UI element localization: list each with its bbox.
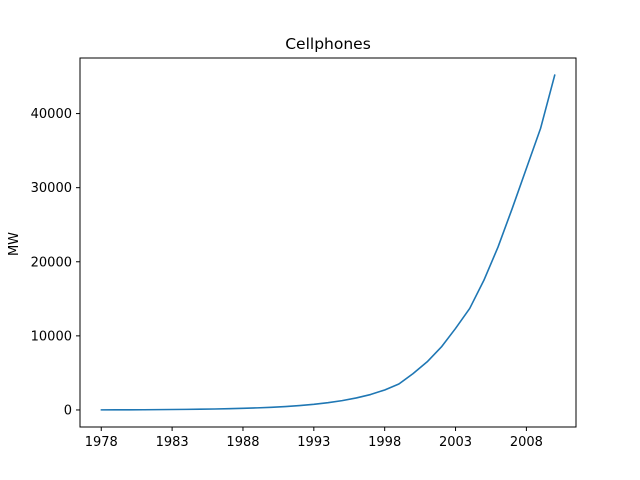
y-tick-label: 0 — [64, 403, 72, 418]
x-tick-label: 1978 — [85, 435, 118, 450]
y-axis-ticks: 0 10000 20000 30000 40000 — [31, 107, 80, 418]
x-tick-label: 1993 — [297, 435, 330, 450]
x-axis-ticks: 1978 1983 1988 1993 1998 2003 2008 — [85, 427, 543, 450]
x-tick-label: 2003 — [439, 435, 472, 450]
y-tick-label: 40000 — [31, 107, 72, 122]
x-tick-label: 2008 — [510, 435, 543, 450]
series-line-cellphones — [100, 74, 556, 411]
plot-frame — [79, 57, 577, 428]
y-axis-label: MW — [7, 232, 22, 256]
x-tick-label: 1988 — [226, 435, 259, 450]
x-tick-label: 1998 — [368, 435, 401, 450]
y-tick-label: 10000 — [31, 329, 72, 344]
y-tick-label: 30000 — [31, 181, 72, 196]
chart-title: Cellphones — [285, 35, 371, 53]
x-tick-label: 1983 — [156, 435, 189, 450]
y-tick-label: 20000 — [31, 255, 72, 270]
